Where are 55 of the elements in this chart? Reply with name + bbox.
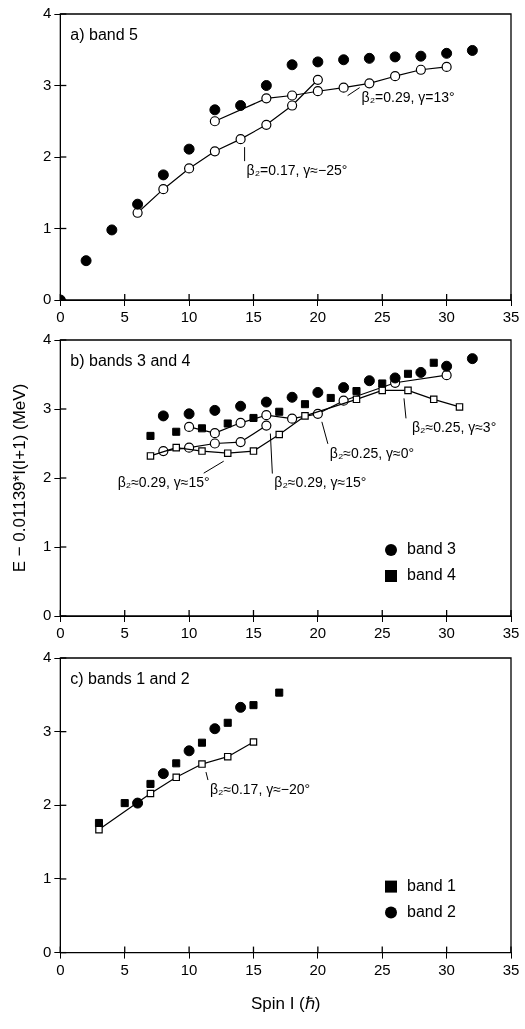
annotation: β₂=0.17, γ≈−25° — [246, 161, 348, 178]
x-tick-label: 30 — [438, 960, 455, 978]
legend-label: band 3 — [407, 540, 457, 558]
text: b) bands 3 and 4 — [70, 352, 191, 370]
x-tick-label: 10 — [180, 960, 198, 978]
y-tick-label: 2 — [43, 147, 52, 165]
x-tick-label: 20 — [309, 308, 327, 326]
y-tick-label: 4 — [43, 4, 52, 22]
y-tick-label: 4 — [43, 648, 52, 666]
x-tick-label: 25 — [373, 624, 391, 642]
y-tick-label: 3 — [43, 721, 52, 739]
text: a) band 5 — [70, 26, 139, 44]
text: c) bands 1 and 2 — [70, 670, 190, 688]
x-tick-label: 10 — [180, 624, 198, 642]
x-tick-label: 5 — [120, 624, 129, 642]
y-axis-title: E − 0.01139*I(I+1) (MeV) — [10, 382, 30, 575]
x-tick-label: 35 — [502, 308, 520, 326]
y-tick-label: 4 — [43, 330, 52, 348]
x-tick-label: 0 — [56, 960, 65, 978]
x-tick-label: 30 — [438, 308, 455, 326]
x-tick-label: 25 — [373, 960, 391, 978]
annotation: β₂≈0.29, γ≈15° — [117, 474, 210, 491]
x-tick-label: 15 — [245, 624, 262, 642]
x-tick-label: 20 — [309, 624, 327, 642]
x-tick-label: 15 — [245, 308, 262, 326]
x-tick-label: 20 — [309, 960, 327, 978]
y-tick-label: 1 — [43, 537, 52, 555]
x-tick-label: 25 — [373, 308, 391, 326]
annotation: β₂≈0.17, γ≈−20° — [209, 780, 311, 797]
legend-label: band 1 — [407, 877, 457, 895]
y-tick-label: 3 — [43, 75, 52, 93]
y-tick-label: 0 — [43, 942, 52, 960]
y-tick-label: 2 — [43, 468, 52, 486]
x-tick-label: 0 — [56, 624, 65, 642]
x-tick-label: 15 — [245, 960, 262, 978]
y-tick-label: 3 — [43, 399, 52, 417]
legend-label: band 4 — [407, 566, 457, 584]
annotation: β₂=0.29, γ=13° — [361, 88, 455, 105]
x-axis-title: Spin I (ℏ) — [250, 994, 321, 1014]
x-tick-label: 35 — [502, 624, 520, 642]
legend-label: band 2 — [407, 903, 457, 921]
x-tick-label: 10 — [180, 308, 198, 326]
x-tick-label: 30 — [438, 624, 455, 642]
y-tick-label: 1 — [43, 218, 52, 236]
annotation: β₂≈0.29, γ≈15° — [274, 474, 367, 491]
annotation: β₂≈0.25, γ≈0° — [329, 444, 415, 461]
y-tick-label: 2 — [43, 795, 52, 813]
y-tick-label: 1 — [43, 869, 52, 887]
annotation: β₂≈0.25, γ≈3° — [411, 419, 497, 436]
y-tick-label: 0 — [43, 290, 52, 308]
x-tick-label: 0 — [56, 308, 65, 326]
y-tick-label: 0 — [43, 606, 52, 624]
x-tick-label: 35 — [502, 960, 520, 978]
x-tick-label: 5 — [120, 960, 129, 978]
x-tick-label: 5 — [120, 308, 129, 326]
